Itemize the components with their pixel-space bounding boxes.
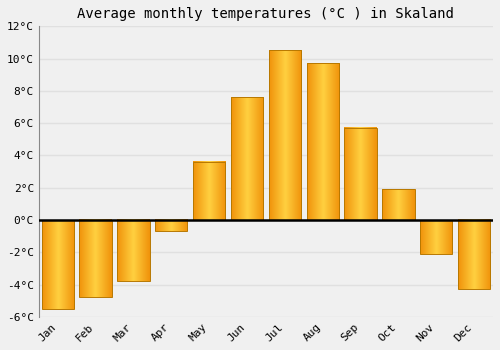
Bar (155, 220, 188, 231)
Bar (382, 189, 414, 220)
Bar (193, 162, 225, 220)
Bar (344, 128, 376, 220)
Title: Average monthly temperatures (°C ) in Skaland: Average monthly temperatures (°C ) in Sk… (78, 7, 454, 21)
Bar (231, 97, 263, 220)
Bar (306, 63, 339, 220)
Bar (458, 220, 490, 289)
Bar (80, 220, 112, 298)
Bar (42, 220, 74, 309)
Bar (420, 220, 452, 254)
Bar (269, 50, 301, 220)
Bar (118, 220, 150, 281)
